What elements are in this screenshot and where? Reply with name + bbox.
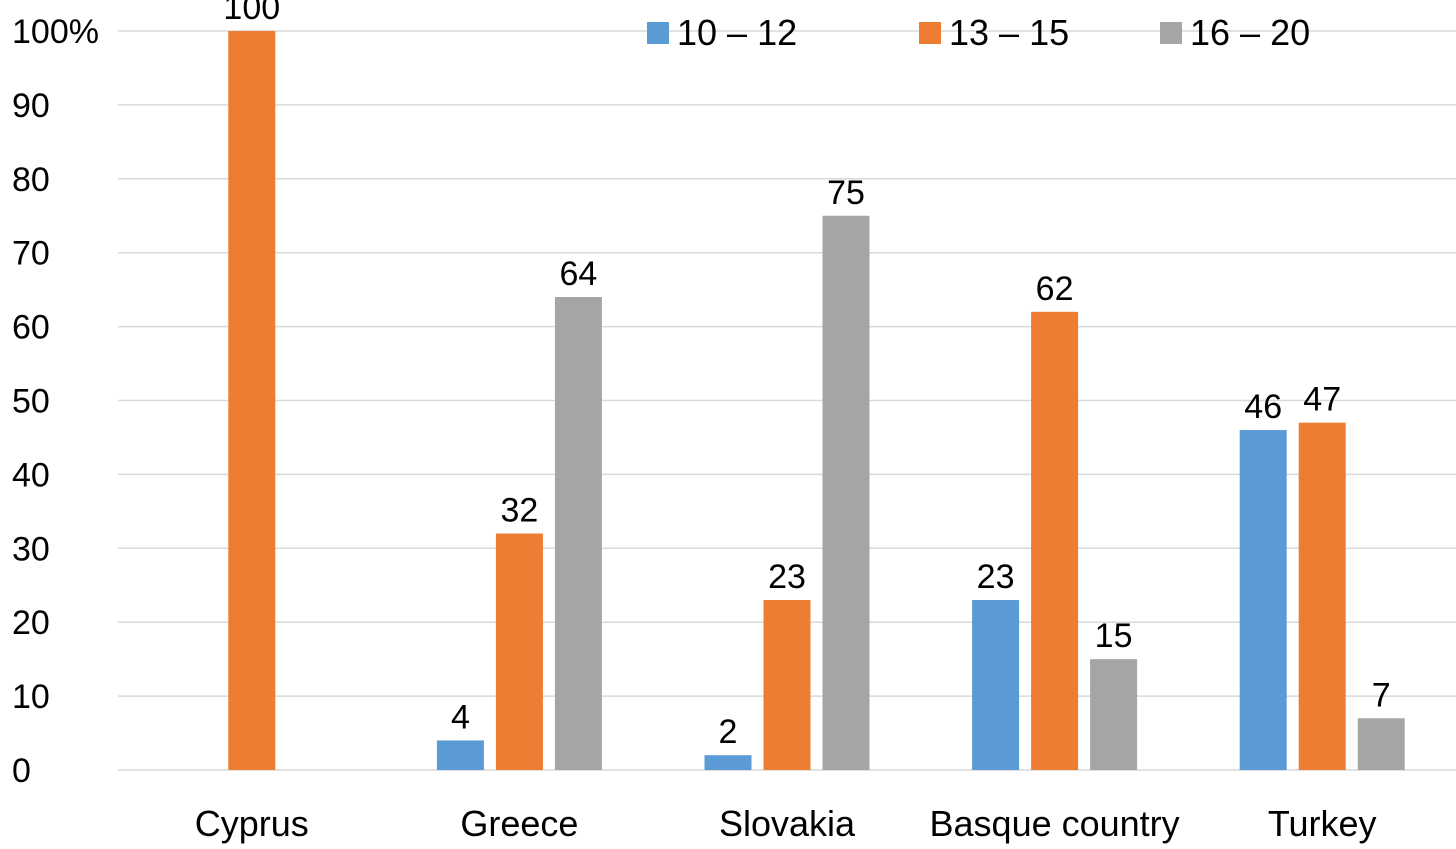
- x-category-label: Cyprus: [195, 803, 309, 844]
- bar-basque-country-series-1: [1031, 311, 1079, 770]
- bar-value-label: 46: [1244, 388, 1282, 426]
- legend-swatch: [1160, 22, 1182, 44]
- legend: 10 – 12 13 – 15 16 – 20: [647, 12, 1310, 53]
- bar-basque-country-series-2: [1090, 659, 1138, 770]
- bar-value-label: 7: [1372, 676, 1391, 714]
- y-axis-ticks: 0 10 20 30 40 50 60 70 80 90 100%: [12, 13, 99, 790]
- bar-turkey-series-2: [1357, 718, 1405, 770]
- y-tick-label: 0: [12, 752, 31, 790]
- x-category-label: Slovakia: [719, 803, 856, 844]
- bars: [228, 31, 1405, 770]
- bar-value-label: 4: [451, 698, 470, 736]
- y-tick-label: 40: [12, 456, 50, 494]
- bar-value-label: 62: [1036, 270, 1074, 308]
- bar-value-label: 75: [827, 174, 865, 212]
- legend-swatch: [919, 22, 941, 44]
- gridlines: [118, 30, 1456, 771]
- y-tick-label: 50: [12, 383, 50, 421]
- x-axis-categories: Cyprus Greece Slovakia Basque country Turkey: [195, 803, 1377, 844]
- y-tick-label: 20: [12, 604, 50, 642]
- x-category-label: Turkey: [1268, 803, 1377, 844]
- bar-value-label: 32: [500, 492, 538, 530]
- y-tick-label: 10: [12, 678, 50, 716]
- y-tick-label: 70: [12, 235, 50, 273]
- data-labels: 100 4 32 64 2 23 75 23 62 15 46 47 7: [223, 0, 1390, 751]
- y-tick-label: 100%: [12, 13, 99, 51]
- bar-value-label: 23: [768, 558, 806, 596]
- bar-value-label: 15: [1095, 617, 1133, 655]
- y-tick-label: 90: [12, 87, 50, 125]
- legend-swatch: [647, 22, 669, 44]
- legend-label: 10 – 12: [677, 12, 797, 53]
- bar-cyprus-series-1: [228, 31, 276, 770]
- y-tick-label: 60: [12, 309, 50, 347]
- bar-slovakia-series-2: [822, 215, 870, 770]
- legend-label: 16 – 20: [1190, 12, 1310, 53]
- bar-value-label: 2: [719, 713, 738, 751]
- bar-value-label: 23: [977, 558, 1015, 596]
- x-category-label: Greece: [460, 803, 578, 844]
- bar-greece-series-2: [554, 297, 602, 770]
- bar-greece-series-1: [495, 533, 543, 770]
- bar-slovakia-series-0: [704, 755, 752, 770]
- bar-value-label: 64: [559, 255, 597, 293]
- bar-turkey-series-1: [1298, 422, 1346, 770]
- bar-slovakia-series-1: [763, 600, 811, 770]
- bar-value-label: 47: [1303, 381, 1341, 419]
- x-category-label: Basque country: [930, 803, 1180, 844]
- bar-basque-country-series-0: [972, 600, 1020, 770]
- y-tick-label: 80: [12, 161, 50, 199]
- legend-label: 13 – 15: [949, 12, 1069, 53]
- y-tick-label: 30: [12, 530, 50, 568]
- bar-turkey-series-0: [1239, 430, 1287, 770]
- bar-greece-series-0: [436, 740, 484, 770]
- bar-value-label: 100: [223, 0, 280, 27]
